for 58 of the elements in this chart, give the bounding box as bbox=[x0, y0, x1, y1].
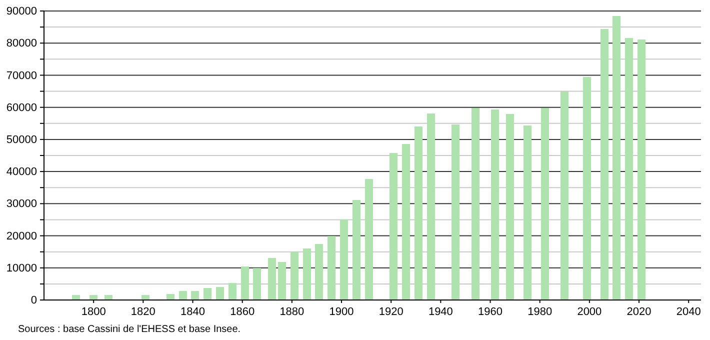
bar bbox=[364, 178, 373, 300]
bar bbox=[302, 248, 311, 300]
y-tick-label: 30000 bbox=[6, 198, 37, 210]
y-tick-label: 90000 bbox=[6, 6, 37, 18]
bar bbox=[328, 236, 336, 300]
y-tick-label: 60000 bbox=[6, 102, 37, 114]
bar bbox=[315, 244, 324, 300]
bar bbox=[204, 288, 212, 300]
x-tick-label: 1900 bbox=[329, 306, 354, 318]
bar bbox=[471, 108, 480, 300]
bar bbox=[402, 144, 410, 300]
x-tick-label: 1800 bbox=[81, 306, 106, 318]
x-tick-label: 1840 bbox=[180, 306, 205, 318]
bar bbox=[414, 126, 422, 300]
bar bbox=[560, 91, 569, 300]
x-tick-label: 1880 bbox=[280, 306, 304, 318]
source-note: Sources : base Cassini de l'EHESS et base Insee. bbox=[18, 324, 241, 335]
bar bbox=[506, 114, 514, 300]
x-tick-label: 1920 bbox=[378, 306, 404, 318]
bar bbox=[352, 200, 360, 300]
y-tick-label: 40000 bbox=[6, 166, 37, 178]
bar bbox=[625, 38, 634, 300]
bar bbox=[166, 294, 174, 300]
x-tick-label: 1860 bbox=[230, 306, 255, 318]
bar bbox=[582, 76, 591, 300]
x-tick-label: 2040 bbox=[676, 306, 701, 318]
y-tick-label: 80000 bbox=[6, 38, 37, 50]
x-tick-label: 1960 bbox=[478, 306, 503, 318]
bar bbox=[638, 39, 646, 300]
x-tick-label: 1820 bbox=[130, 306, 156, 318]
bar bbox=[178, 291, 187, 300]
bar bbox=[142, 295, 150, 300]
y-tick-label: 10000 bbox=[6, 262, 37, 274]
y-tick-label: 70000 bbox=[6, 70, 37, 82]
bar bbox=[340, 220, 348, 300]
x-tick-label: 1940 bbox=[428, 306, 453, 318]
bar bbox=[523, 126, 532, 300]
bar bbox=[191, 291, 200, 300]
bar bbox=[268, 258, 276, 300]
y-tick-label: 0 bbox=[30, 294, 37, 307]
y-tick-label: 20000 bbox=[6, 230, 37, 242]
bar bbox=[240, 266, 249, 300]
x-tick-label: 1980 bbox=[528, 306, 552, 318]
x-tick-label: 2020 bbox=[626, 306, 652, 318]
bar bbox=[290, 252, 298, 300]
x-tick-label: 2000 bbox=[577, 306, 602, 318]
bar bbox=[390, 152, 398, 300]
bar bbox=[491, 110, 500, 300]
y-tick-label: 50000 bbox=[6, 134, 37, 146]
bar bbox=[426, 113, 435, 300]
bar bbox=[253, 268, 262, 300]
bar bbox=[278, 262, 286, 300]
bar bbox=[452, 124, 460, 300]
bar bbox=[540, 108, 549, 300]
bar bbox=[612, 16, 621, 300]
bar bbox=[216, 286, 224, 300]
bar bbox=[228, 282, 236, 300]
bar bbox=[600, 28, 608, 300]
